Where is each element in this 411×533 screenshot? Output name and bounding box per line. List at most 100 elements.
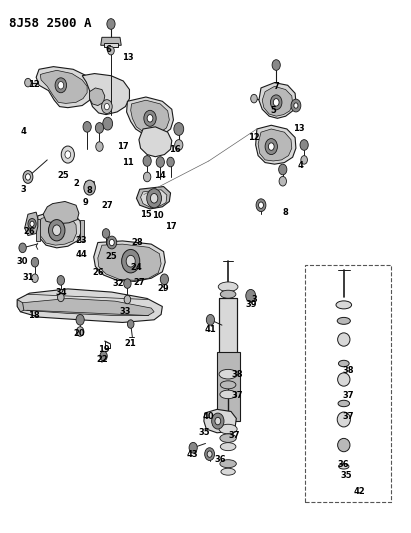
Polygon shape	[101, 37, 121, 45]
Text: 37: 37	[343, 413, 354, 421]
Text: 3: 3	[21, 185, 27, 193]
Circle shape	[53, 225, 61, 236]
Polygon shape	[36, 67, 94, 108]
Circle shape	[19, 243, 26, 253]
Text: 37: 37	[343, 391, 354, 400]
Circle shape	[122, 249, 140, 273]
Text: 41: 41	[205, 325, 216, 334]
Circle shape	[294, 103, 298, 108]
Polygon shape	[25, 212, 38, 236]
Circle shape	[291, 99, 301, 112]
Text: 28: 28	[132, 238, 143, 247]
Text: 44: 44	[76, 251, 87, 259]
Circle shape	[279, 176, 286, 186]
Bar	[305, 265, 391, 502]
Text: 26: 26	[92, 269, 104, 277]
Polygon shape	[21, 298, 154, 316]
Text: 38: 38	[232, 370, 243, 378]
Text: 27: 27	[102, 201, 113, 210]
Text: 42: 42	[354, 487, 365, 496]
Text: 7: 7	[273, 82, 279, 91]
Circle shape	[251, 94, 257, 103]
Circle shape	[167, 157, 174, 167]
Text: 36: 36	[214, 455, 226, 464]
Text: 32: 32	[113, 279, 124, 288]
Circle shape	[102, 100, 112, 114]
Text: 8: 8	[283, 208, 289, 216]
Circle shape	[147, 189, 162, 208]
Circle shape	[25, 174, 30, 180]
Ellipse shape	[220, 390, 236, 399]
Ellipse shape	[218, 282, 238, 292]
Text: 26: 26	[24, 228, 35, 236]
Circle shape	[96, 142, 103, 151]
Polygon shape	[17, 300, 24, 312]
Text: 27: 27	[133, 278, 145, 287]
Circle shape	[265, 139, 277, 155]
Ellipse shape	[337, 373, 350, 386]
Circle shape	[65, 151, 71, 158]
Polygon shape	[259, 83, 296, 118]
Polygon shape	[256, 125, 296, 164]
Circle shape	[127, 320, 134, 328]
Text: 23: 23	[76, 237, 87, 245]
Ellipse shape	[337, 317, 350, 324]
Text: 2: 2	[73, 179, 79, 188]
Polygon shape	[131, 100, 169, 133]
Circle shape	[84, 180, 95, 195]
Text: 11: 11	[122, 158, 134, 167]
Text: 35: 35	[199, 429, 210, 437]
Text: 12: 12	[248, 133, 260, 142]
Circle shape	[58, 293, 64, 302]
Polygon shape	[127, 97, 173, 136]
Circle shape	[28, 219, 36, 229]
Circle shape	[31, 257, 39, 267]
Polygon shape	[17, 289, 162, 322]
Circle shape	[205, 448, 215, 461]
Circle shape	[107, 19, 115, 29]
Circle shape	[174, 123, 184, 135]
Circle shape	[279, 164, 287, 175]
Text: 9: 9	[83, 198, 88, 207]
Polygon shape	[141, 190, 167, 208]
Ellipse shape	[337, 438, 350, 452]
Circle shape	[48, 220, 65, 241]
Text: 35: 35	[340, 471, 352, 480]
Circle shape	[272, 60, 280, 70]
Text: 15: 15	[140, 210, 152, 219]
Circle shape	[57, 276, 65, 285]
Circle shape	[268, 143, 274, 150]
Circle shape	[150, 193, 158, 203]
Text: 17: 17	[117, 142, 128, 150]
Circle shape	[156, 157, 164, 167]
Circle shape	[144, 110, 156, 126]
Text: 22: 22	[96, 356, 108, 364]
Circle shape	[273, 99, 279, 106]
Circle shape	[23, 171, 33, 183]
Circle shape	[206, 314, 215, 325]
Circle shape	[256, 199, 266, 212]
Circle shape	[95, 123, 104, 133]
Circle shape	[102, 229, 110, 238]
Polygon shape	[94, 241, 165, 281]
Circle shape	[61, 146, 74, 163]
Circle shape	[107, 236, 117, 249]
Circle shape	[30, 221, 34, 227]
Polygon shape	[36, 219, 40, 241]
Polygon shape	[217, 352, 240, 421]
Circle shape	[58, 82, 64, 89]
Ellipse shape	[337, 333, 350, 346]
Text: 40: 40	[203, 413, 215, 421]
Polygon shape	[90, 88, 105, 106]
Circle shape	[212, 413, 224, 429]
Text: 3: 3	[251, 295, 257, 304]
Text: 5: 5	[270, 107, 276, 115]
Text: 6: 6	[106, 45, 112, 53]
Polygon shape	[258, 129, 292, 161]
Ellipse shape	[220, 290, 236, 298]
Circle shape	[124, 279, 131, 288]
Polygon shape	[39, 214, 76, 245]
Text: 4: 4	[297, 161, 303, 169]
Circle shape	[76, 314, 84, 325]
Ellipse shape	[219, 369, 237, 379]
